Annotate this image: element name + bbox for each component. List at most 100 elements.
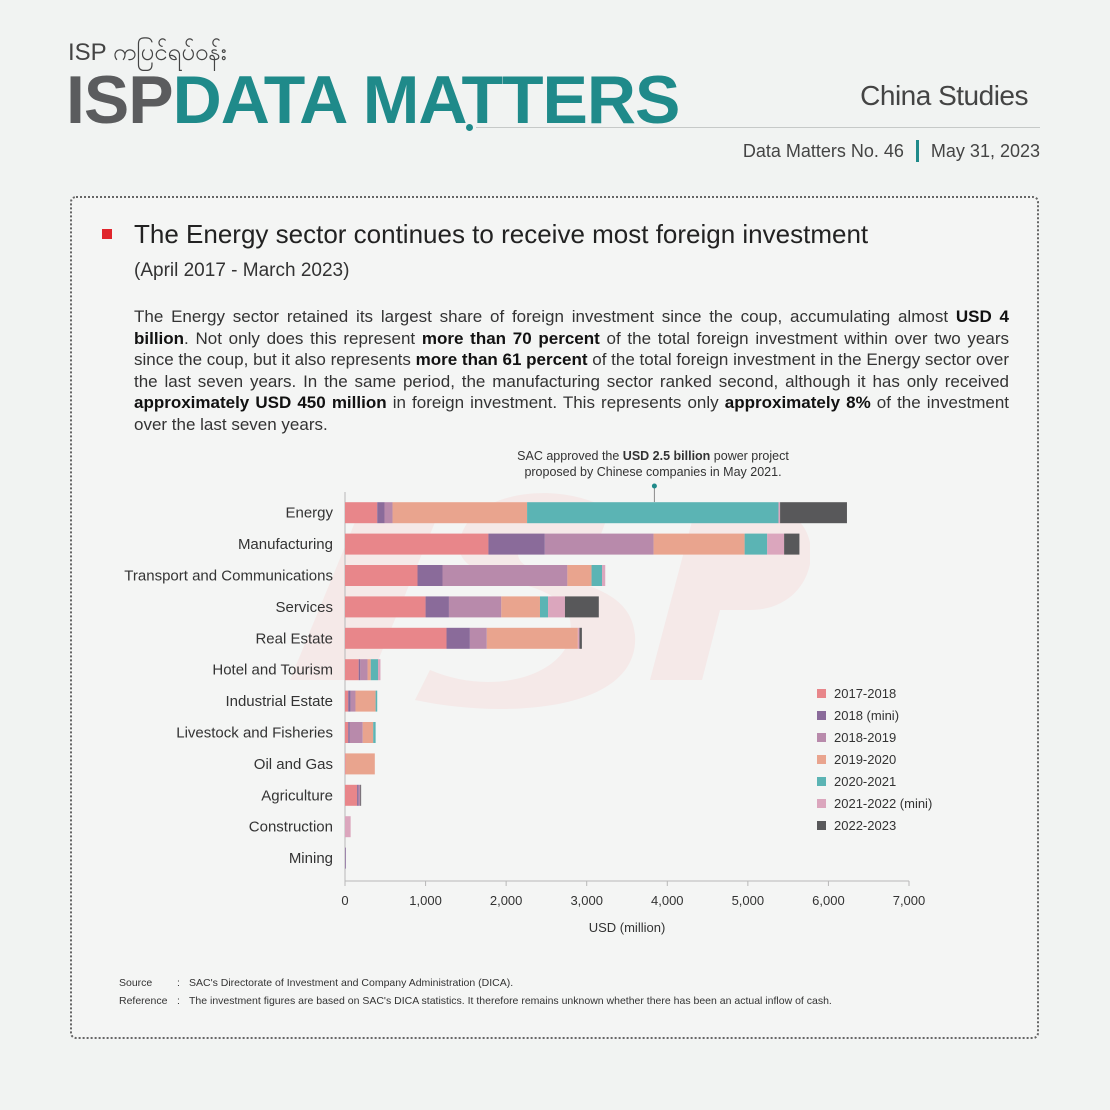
bar-segment (349, 722, 363, 743)
source-note: Source: SAC's Directorate of Investment a… (119, 974, 832, 992)
article-body: The Energy sector retained its largest s… (134, 306, 1009, 435)
legend-label: 2018-2019 (834, 729, 897, 745)
legend-label: 2022-2023 (834, 817, 897, 833)
annotation-line-2: proposed by Chinese companies in May 202… (524, 465, 781, 479)
bar-segment (348, 722, 350, 743)
bar-segment (345, 659, 359, 681)
legend-item: 2018 (mini) (817, 704, 932, 726)
x-tick-label: 3,000 (570, 893, 603, 908)
bar-segment (446, 627, 470, 649)
bar-segment (653, 533, 745, 555)
brand-title-isp: ISP (66, 62, 174, 138)
bar-segment (564, 596, 599, 618)
category-label: Hotel and Tourism (212, 662, 333, 679)
legend-label: 2021-2022 (mini) (834, 795, 933, 811)
bar-segment (345, 753, 346, 775)
reference-note: Reference: The investment figures are bas… (119, 992, 832, 1010)
legend-swatch (817, 754, 826, 764)
bar-segment (362, 722, 374, 743)
bar-segment (778, 502, 781, 524)
bar-segment (345, 533, 489, 555)
annotation-dot (651, 483, 657, 489)
bar-segment (544, 533, 654, 555)
heading-bullet (102, 229, 112, 239)
bar-segment (375, 690, 378, 712)
legend-item: 2022-2023 (817, 814, 932, 836)
bar-segment (345, 565, 418, 586)
legend-label: 2018 (mini) (834, 707, 900, 723)
bar-segment (378, 659, 381, 681)
annotation-text-run: SAC approved the (517, 449, 623, 463)
body-highlight: approximately USD 450 million (134, 393, 387, 412)
bar-segment (417, 565, 443, 586)
bar-segment (567, 565, 592, 586)
bar-segment (425, 596, 449, 618)
bar-segment (357, 784, 359, 806)
body-run: of the total foreign investment in the E… (134, 350, 1010, 391)
category-label: Agriculture (261, 787, 333, 804)
bar-segment (744, 533, 768, 555)
x-tick-label: 2,000 (490, 893, 523, 908)
category-label: Transport and Communications (124, 568, 333, 585)
bar-segment (345, 847, 346, 869)
category-label: Industrial Estate (225, 693, 333, 710)
annotation-text-run: power project (710, 449, 789, 463)
bar-segment (377, 502, 385, 524)
source-colon: : (177, 977, 180, 989)
brand-title: ISPDATA MATTERS (66, 66, 680, 134)
annotation-line-1: SAC approved the USD 2.5 billion power p… (517, 449, 789, 463)
bar-segment (360, 659, 368, 681)
legend-label: 2020-2021 (834, 773, 897, 789)
bar-segment (488, 533, 545, 555)
legend-item: 2020-2021 (817, 770, 932, 792)
legend-swatch (817, 820, 826, 830)
header-burmese-brand: ISP ကပြင်ရပ်ဝန်း (68, 39, 227, 66)
body-run: The Energy sector retained its largest s… (134, 307, 956, 326)
reference-colon: : (177, 995, 180, 1007)
bar-segment (442, 565, 568, 586)
bar-segment (358, 659, 361, 681)
category-label: Livestock and Fisheries (176, 725, 333, 742)
category-label: Real Estate (255, 630, 333, 647)
legend-label: 2017-2018 (834, 685, 897, 701)
bar-segment (501, 596, 540, 618)
bar-segment (784, 533, 800, 555)
bar-segment (345, 784, 358, 806)
legend-swatch (817, 688, 826, 698)
legend-swatch (817, 710, 826, 720)
x-axis-title: USD (million) (589, 920, 666, 935)
header-divider (476, 127, 1040, 128)
bar-segment (591, 565, 603, 586)
footnotes: Source: SAC's Directorate of Investment a… (119, 974, 832, 1010)
legend-label: 2019-2020 (834, 751, 897, 767)
legend-swatch (817, 732, 826, 742)
bar-segment (767, 533, 785, 555)
bar-segment (373, 722, 376, 743)
issue-separator (915, 140, 919, 162)
bar-segment (577, 627, 580, 649)
body-highlight: more than 70 percent (421, 328, 600, 348)
legend-swatch (817, 798, 826, 808)
legend-item: 2019-2020 (817, 748, 932, 770)
issue-date: May 31, 2023 (930, 140, 1040, 161)
legend-item: 2018-2019 (817, 726, 932, 748)
category-label: Construction (249, 819, 333, 836)
body-highlight: USD 4 billion (134, 307, 1009, 348)
bar-segment (384, 502, 393, 524)
body-highlight: more than 61 percent (415, 350, 588, 369)
bar-segment (579, 627, 582, 649)
bar-segment (548, 596, 565, 618)
article-heading: The Energy sector continues to receive m… (134, 219, 869, 249)
body-run: of the total foreign investment within o… (134, 328, 1009, 370)
x-tick-label: 5,000 (732, 893, 765, 908)
bar-segment (345, 502, 378, 524)
source-text: SAC's Directorate of Investment and Comp… (189, 977, 514, 989)
legend-item: 2021-2022 (mini) (817, 792, 932, 814)
brand-title-data-matters: DATA MATTERS (172, 62, 681, 138)
x-tick-label: 7,000 (893, 893, 926, 908)
bar-segment (392, 502, 528, 524)
body-run: of the investment over the last seven ye… (134, 393, 1010, 434)
legend-item: 2017-2018 (817, 682, 932, 704)
bar-segment (527, 502, 779, 524)
bar-segment (367, 659, 371, 681)
